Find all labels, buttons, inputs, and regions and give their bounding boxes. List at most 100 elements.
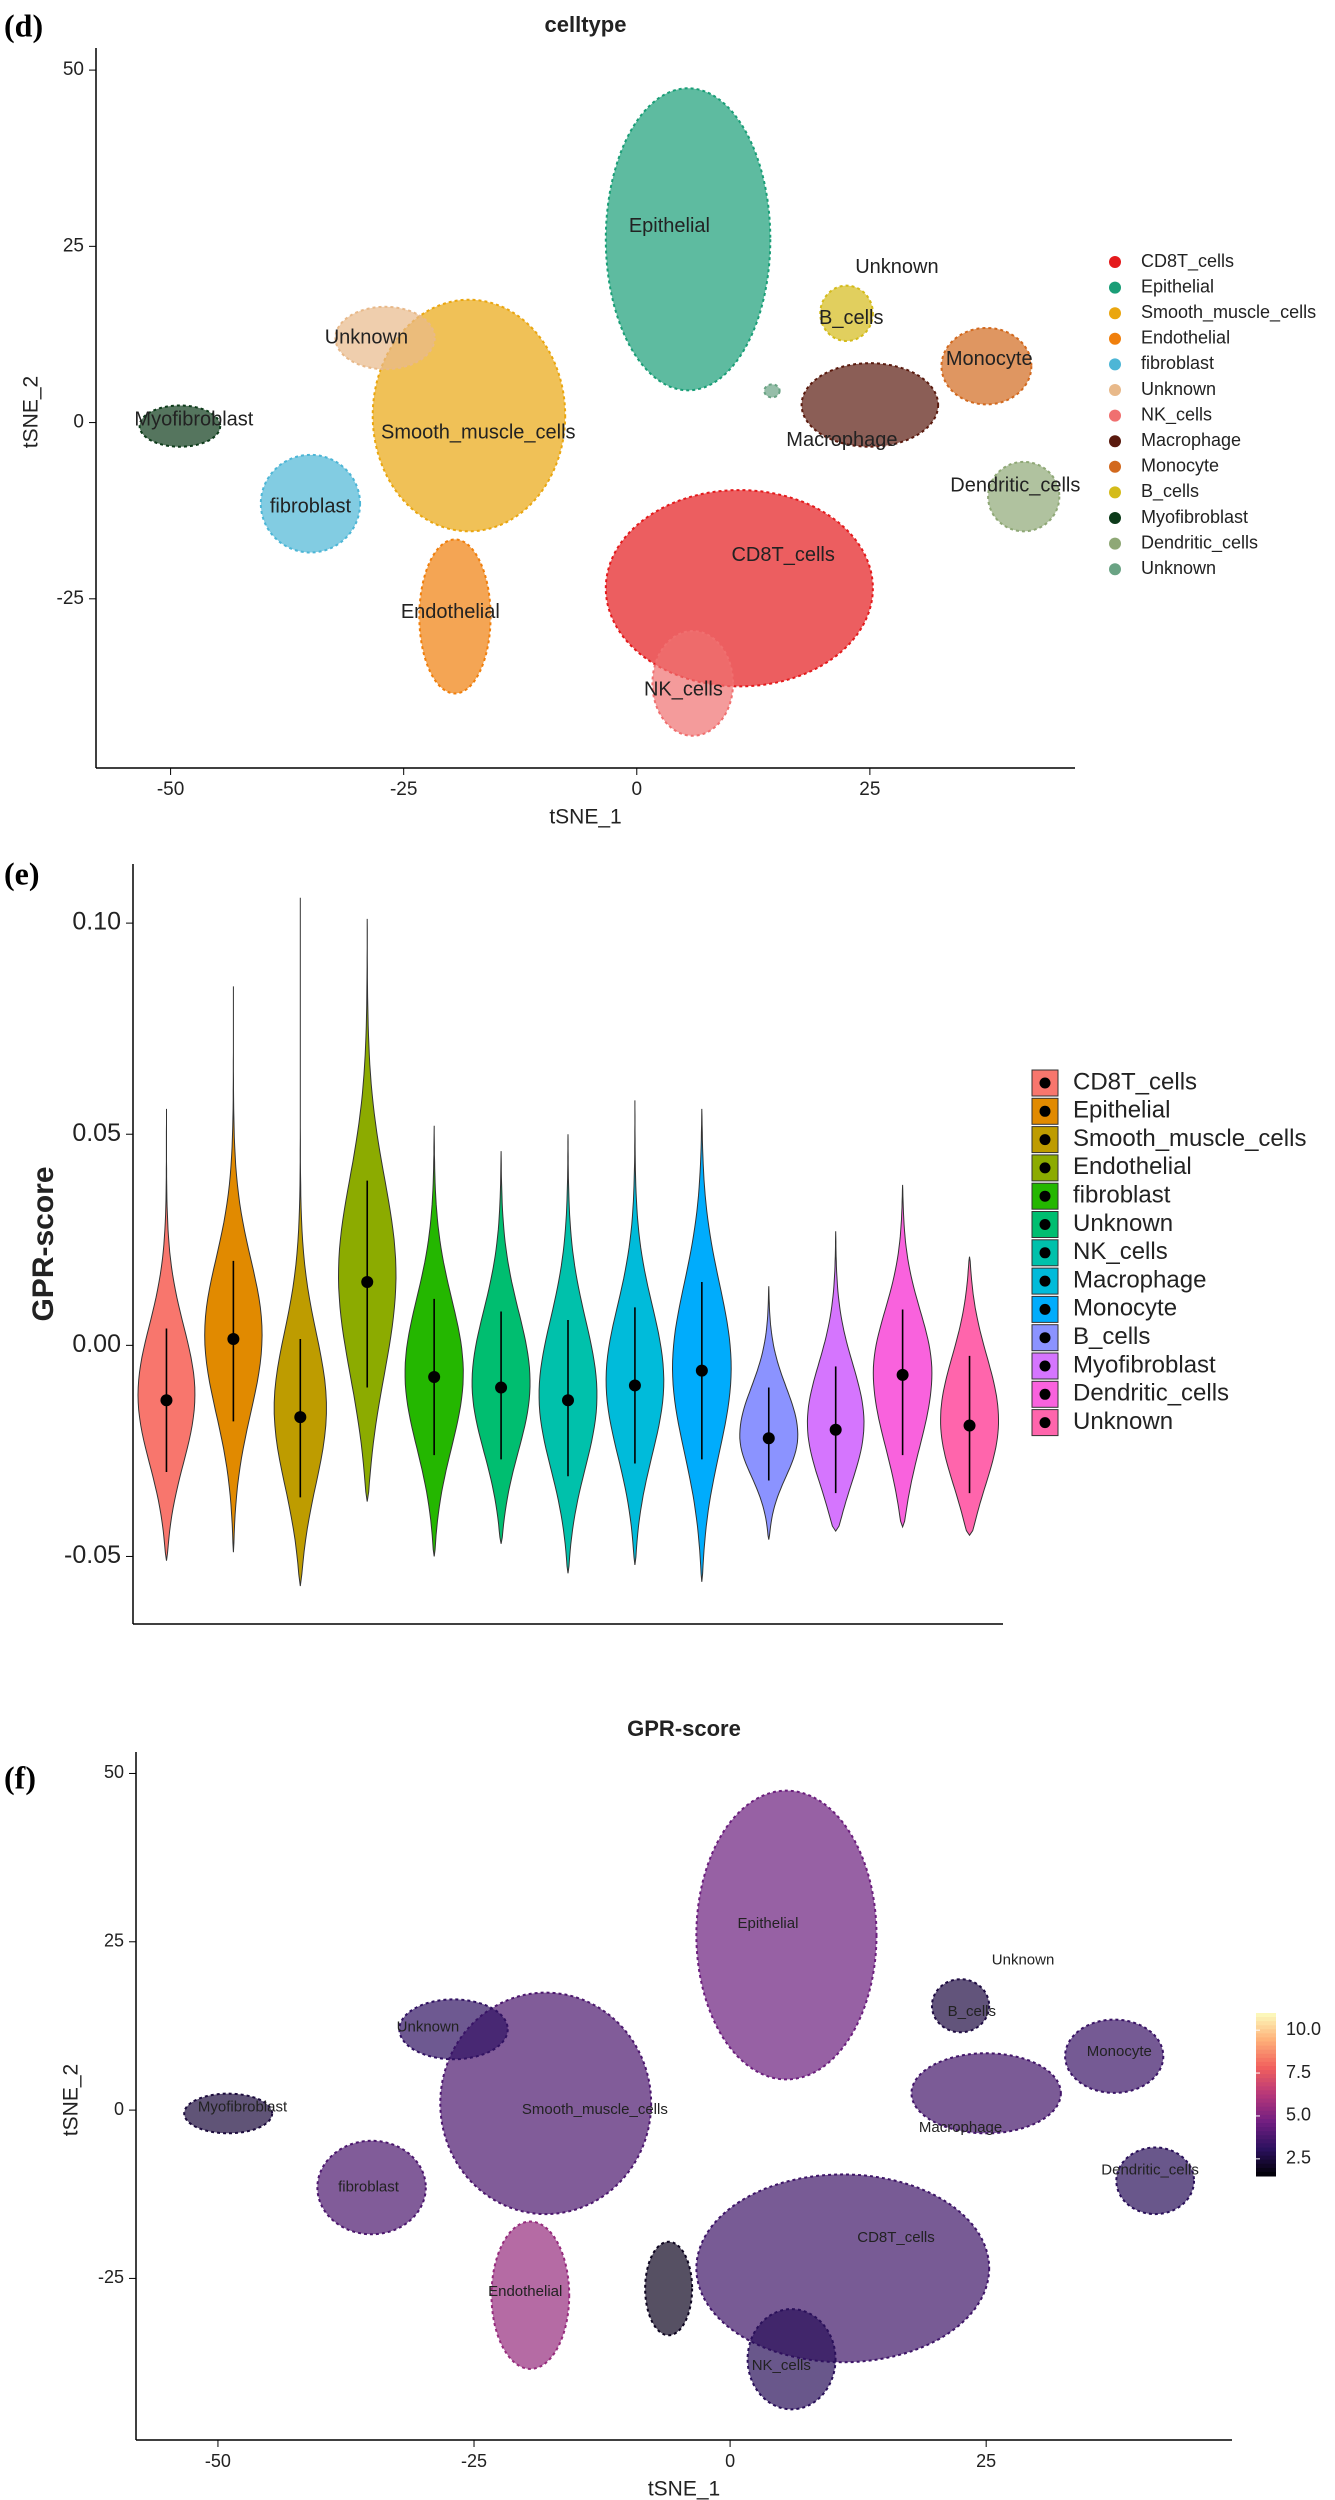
colorbar-segment [1256,2029,1276,2034]
legend-swatch [1109,460,1121,473]
colorbar-segment [1256,2065,1276,2071]
colorbar-segment [1256,2135,1276,2140]
colorbar-segment [1256,2074,1276,2079]
cell-cluster [695,1789,878,2081]
mean-point [495,1381,508,1394]
cell-cluster [987,460,1061,533]
y-axis-label: tSNE_2 [20,376,43,448]
cell-cluster [418,538,492,695]
cell-cluster [930,1978,991,2034]
cluster-label: Epithelial [629,215,710,237]
mean-point [762,1432,775,1445]
y-axis-label: GPR-score [27,1166,60,1321]
legend-dot [1039,1190,1051,1202]
legend-label: Macrophage [1073,1266,1206,1293]
legend-swatch [1109,563,1121,576]
cell-cluster [695,2173,991,2364]
x-tick-label: 0 [631,779,642,800]
legend-label: NK_cells [1141,404,1212,425]
legend-swatch [1109,358,1121,371]
cluster-label: Smooth_muscle_cells [522,2101,668,2118]
cell-cluster [334,305,436,371]
colorbar-segment [1256,2049,1276,2055]
legend-dot [1039,1134,1051,1146]
legend-dot [1039,1219,1051,1230]
legend-swatch [1109,256,1121,268]
cell-cluster [1064,2018,1165,2094]
colorbar-segment [1256,2151,1276,2157]
colorbar-segment [1256,2017,1276,2022]
colorbar-segment [1256,2159,1276,2165]
cluster-label: Unknown [855,256,938,278]
colorbar-segment [1256,2090,1276,2095]
cell-cluster [910,2052,1062,2135]
y-tick-label: 50 [63,59,84,80]
panel-label: (d) [4,7,43,43]
colorbar-segment [1256,2114,1276,2120]
legend-label: CD8T_cells [1073,1068,1197,1095]
mean-point [160,1394,173,1407]
mean-point [428,1371,441,1383]
legend-label: B_cells [1073,1323,1150,1350]
colorbar-label: 5.0 [1286,2105,1311,2125]
legend-label: B_cells [1141,481,1199,502]
cell-cluster [604,489,874,688]
legend-label: Endothelial [1141,328,1230,348]
cluster-label: Endothelial [488,2283,562,2300]
legend-label: Dendritic_cells [1073,1380,1229,1407]
x-tick-label: 25 [976,2451,996,2471]
y-tick-label: 0 [73,412,84,433]
cluster-label: Unknown [325,326,408,348]
legend-label: Monocyte [1141,456,1219,476]
legend-swatch [1109,512,1121,524]
legend-label: Unknown [1073,1210,1173,1237]
colorbar-segment [1256,2013,1276,2018]
colorbar-segment [1256,2094,1276,2100]
cluster-label: fibroblast [338,2178,400,2195]
panel-label: (f) [4,1759,36,1795]
colorbar-segment [1256,2021,1276,2026]
x-tick-label: -50 [157,779,184,800]
cell-cluster [316,2139,427,2236]
cluster-label: B_cells [948,2003,996,2020]
cluster-label: Unknown [992,1952,1055,1969]
colorbar-segment [1256,2053,1276,2059]
y-tick-label: 25 [104,1931,124,1951]
colorbar-label: 2.5 [1286,2148,1311,2168]
cell-cluster [604,87,772,392]
cell-cluster [819,284,874,342]
chart-title: GPR-score [627,1716,741,1741]
cell-cluster [746,2308,837,2411]
mean-point [361,1276,374,1288]
mean-point [896,1368,909,1381]
colorbar-segment [1256,2131,1276,2136]
colorbar-segment [1256,2098,1276,2104]
colorbar-segment [1256,2155,1276,2161]
panel-label: (e) [4,855,40,891]
colorbar-segment [1256,2147,1276,2153]
cluster-label: Smooth_muscle_cells [381,421,576,443]
cluster-label: Monocyte [1087,2043,1152,2060]
colorbar-label: 7.5 [1286,2062,1311,2082]
colorbar-segment [1256,2143,1276,2148]
colorbar-segment [1256,2167,1276,2173]
cluster-label: Dendritic_cells [950,474,1080,496]
legend-label: CD8T_cells [1141,251,1234,272]
legend-dot [1039,1275,1051,1287]
legend-label: Monocyte [1073,1295,1177,1322]
legend-label: Myofibroblast [1073,1351,1216,1378]
cluster-label: NK_cells [752,2357,811,2374]
legend-swatch [1109,435,1121,448]
legend-dot [1039,1105,1051,1117]
cluster-label: Myofibroblast [198,2098,288,2115]
y-tick-label: 50 [104,1762,124,1782]
legend-label: Smooth_muscle_cells [1073,1125,1306,1152]
legend-dot [1039,1332,1051,1344]
colorbar-segment [1256,2110,1276,2116]
cell-cluster [183,2092,274,2135]
legend-dot [1039,1162,1051,1174]
x-tick-label: 25 [859,779,880,800]
colorbar-segment [1256,2061,1276,2067]
colorbar-segment [1256,2163,1276,2169]
cluster-label: Monocyte [946,348,1033,370]
